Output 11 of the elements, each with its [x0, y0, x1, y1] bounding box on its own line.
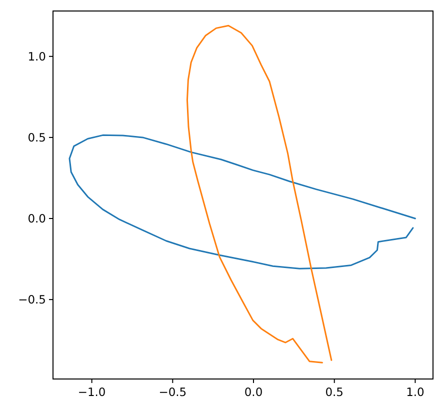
x-tick-label: −1.0: [78, 385, 106, 399]
y-tick-label: −0.5: [18, 292, 46, 307]
x-tick-label: 1.0: [406, 385, 424, 399]
x-tick-label: 0.0: [244, 385, 263, 399]
y-tick-label: 0.5: [28, 130, 46, 144]
y-tick-label: 1.0: [28, 49, 46, 64]
x-tick-label: −0.5: [158, 385, 187, 399]
x-tick-label: 0.5: [325, 385, 344, 399]
y-tick-label: 0.0: [28, 212, 46, 226]
line-series: [68, 134, 416, 270]
line-series: [186, 24, 332, 364]
